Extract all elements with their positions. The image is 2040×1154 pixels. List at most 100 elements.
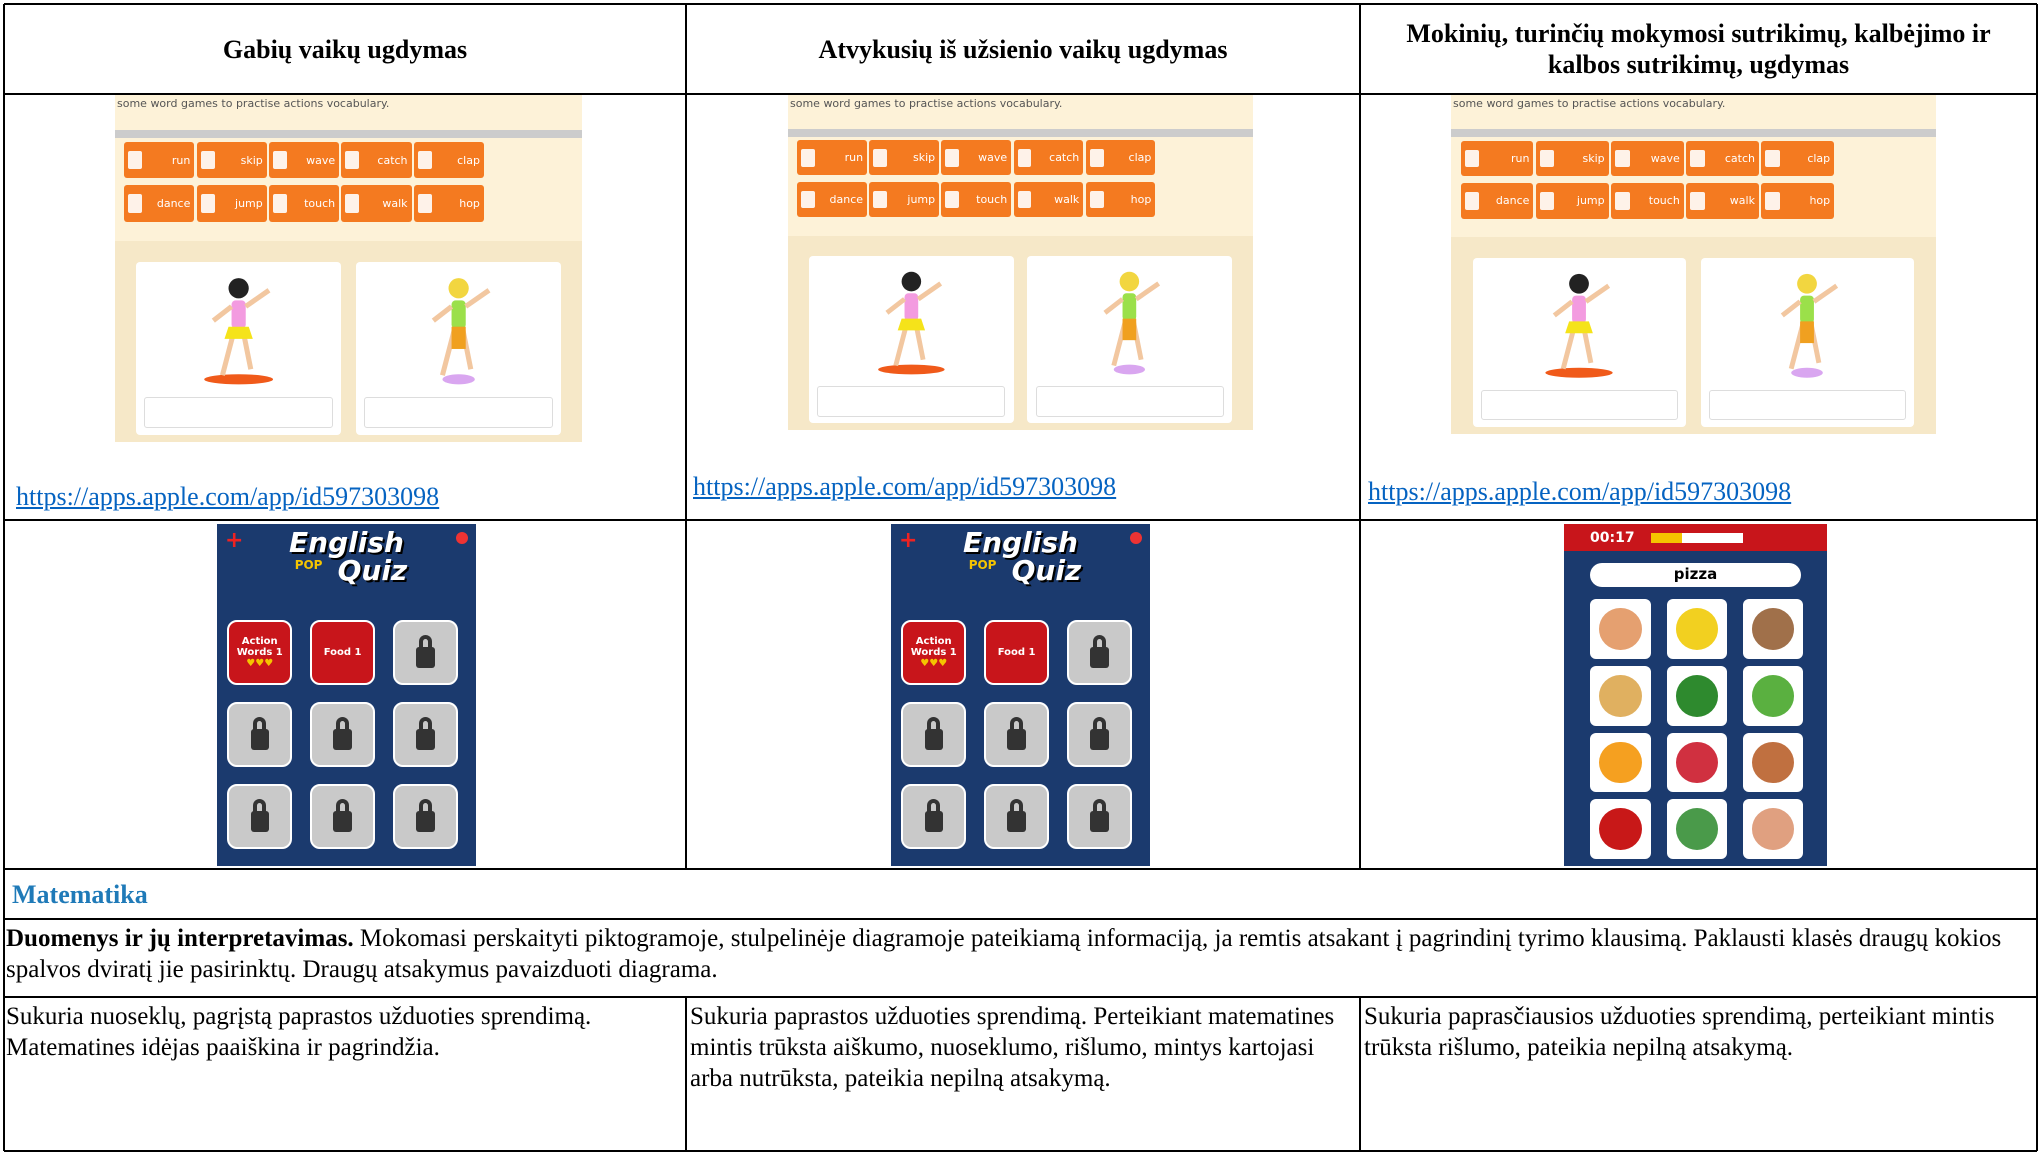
level-tile: Action Words 1 ♥♥♥ <box>901 619 967 685</box>
food-tile <box>1666 732 1728 793</box>
level-tile: Action Words 1 ♥♥♥ <box>227 619 293 685</box>
word-button: jump <box>1535 183 1609 219</box>
app-link[interactable]: https://apps.apple.com/app/id597303098 <box>1368 477 1792 506</box>
app-screenshot: + English POP Quiz Action Words 1 ♥♥♥ Food 1 <box>217 524 476 866</box>
figure <box>204 278 274 385</box>
lock-shackle <box>1009 799 1024 816</box>
button-label: dance <box>156 196 191 210</box>
rule <box>2036 4 2038 1151</box>
food-picture <box>1751 808 1795 851</box>
button-label: clap <box>1128 151 1152 165</box>
rule <box>685 997 687 1151</box>
app-screenshot: some word games to practise actions voca… <box>115 95 582 442</box>
level-text: Sukuria paprastos užduoties sprendimą. P… <box>690 1003 1335 1092</box>
divider <box>1451 128 1936 138</box>
speaker-icon <box>1464 149 1480 168</box>
speaker-icon <box>1765 192 1780 210</box>
speaker-icon <box>200 150 215 170</box>
lock-icon <box>924 729 943 750</box>
rule <box>4 93 2037 95</box>
food-tile <box>1666 665 1728 726</box>
lock-shackle <box>418 635 433 651</box>
food-tile <box>1666 799 1728 860</box>
lock-icon <box>1090 729 1109 750</box>
word-button: hop <box>1761 183 1835 219</box>
level-tile: Food 1 <box>984 619 1049 685</box>
food-tile <box>1590 665 1651 726</box>
speaker-icon <box>1464 192 1480 210</box>
food-picture <box>1599 808 1642 851</box>
lock-shackle <box>253 717 267 733</box>
tile-label: Action Words 1 <box>236 635 283 658</box>
level-tile <box>984 701 1049 767</box>
level-text: Sukuria nuoseklų, pagrįstą paprastos užd… <box>6 1003 592 1061</box>
word-button: walk <box>341 185 412 222</box>
speaker-icon <box>345 150 360 170</box>
figure-box <box>850 262 973 379</box>
screen-caption: some word games to practise actions voca… <box>117 97 390 110</box>
speaker-icon <box>128 194 143 213</box>
button-label: skip <box>912 151 936 165</box>
quiz-badge: POP <box>294 558 323 572</box>
button-label: catch <box>1049 151 1080 165</box>
word-button: dance <box>1460 183 1534 219</box>
answer-box <box>363 396 553 429</box>
image-card <box>1700 257 1915 428</box>
speaker-icon <box>1089 190 1104 209</box>
figure-box <box>1515 264 1643 383</box>
lock-icon <box>416 647 435 668</box>
button-label: jump <box>1576 194 1605 208</box>
button-label: touch <box>304 196 336 210</box>
app-link[interactable]: https://apps.apple.com/app/id597303098 <box>16 482 440 511</box>
rule <box>4 996 2037 998</box>
image-card <box>808 255 1014 424</box>
speaker-icon <box>417 194 432 213</box>
food-picture <box>1675 741 1718 784</box>
word-button: touch <box>269 185 340 222</box>
speaker-icon <box>345 194 360 213</box>
word-button: hop <box>413 185 484 222</box>
level-tile: Food 1 <box>310 619 375 685</box>
topic-paragraph: Duomenys ir jų interpretavimas. Mokomasi… <box>6 923 2036 985</box>
lock-icon <box>924 811 943 833</box>
speaker-icon <box>1539 192 1555 210</box>
rule <box>1359 4 1361 869</box>
lock-shackle <box>1009 717 1024 733</box>
speaker-icon <box>801 149 816 167</box>
button-label: wave <box>978 151 1008 165</box>
button-label: clap <box>457 153 480 167</box>
answer-box <box>144 396 334 429</box>
food-picture <box>1751 741 1795 784</box>
time-fill <box>1650 532 1683 543</box>
button-label: touch <box>976 193 1008 207</box>
figure <box>1103 272 1161 375</box>
word-button: touch <box>1611 183 1684 219</box>
lock-shackle <box>1092 717 1107 733</box>
speaker-icon <box>1017 149 1032 167</box>
lock-shackle <box>335 799 350 816</box>
image-card <box>355 261 561 436</box>
speaker-icon <box>1765 149 1780 168</box>
level-tile <box>901 783 967 849</box>
level-tile <box>901 701 967 767</box>
food-picture <box>1675 608 1718 651</box>
level-tile <box>227 701 293 767</box>
button-label: skip <box>240 153 263 167</box>
quiz-title: Quiz <box>337 554 408 587</box>
tile-label: Action Words 1 <box>910 635 957 658</box>
speaker-icon <box>873 190 888 209</box>
lock-icon <box>1007 729 1026 750</box>
button-label: hop <box>1809 194 1831 208</box>
speaker-icon <box>873 149 888 167</box>
speaker-icon <box>945 149 960 167</box>
rule <box>4 868 2037 870</box>
rule <box>4 1150 2037 1152</box>
topic-text: Mokomasi perskaityti piktogramoje, stulp… <box>6 925 2002 983</box>
lock-shackle <box>927 799 941 816</box>
speaker-icon <box>1089 149 1104 167</box>
app-screenshot: some word games to practise actions voca… <box>788 95 1253 430</box>
app-link[interactable]: https://apps.apple.com/app/id597303098 <box>693 472 1117 501</box>
speaker-icon <box>1539 149 1555 168</box>
figure <box>1781 274 1839 379</box>
